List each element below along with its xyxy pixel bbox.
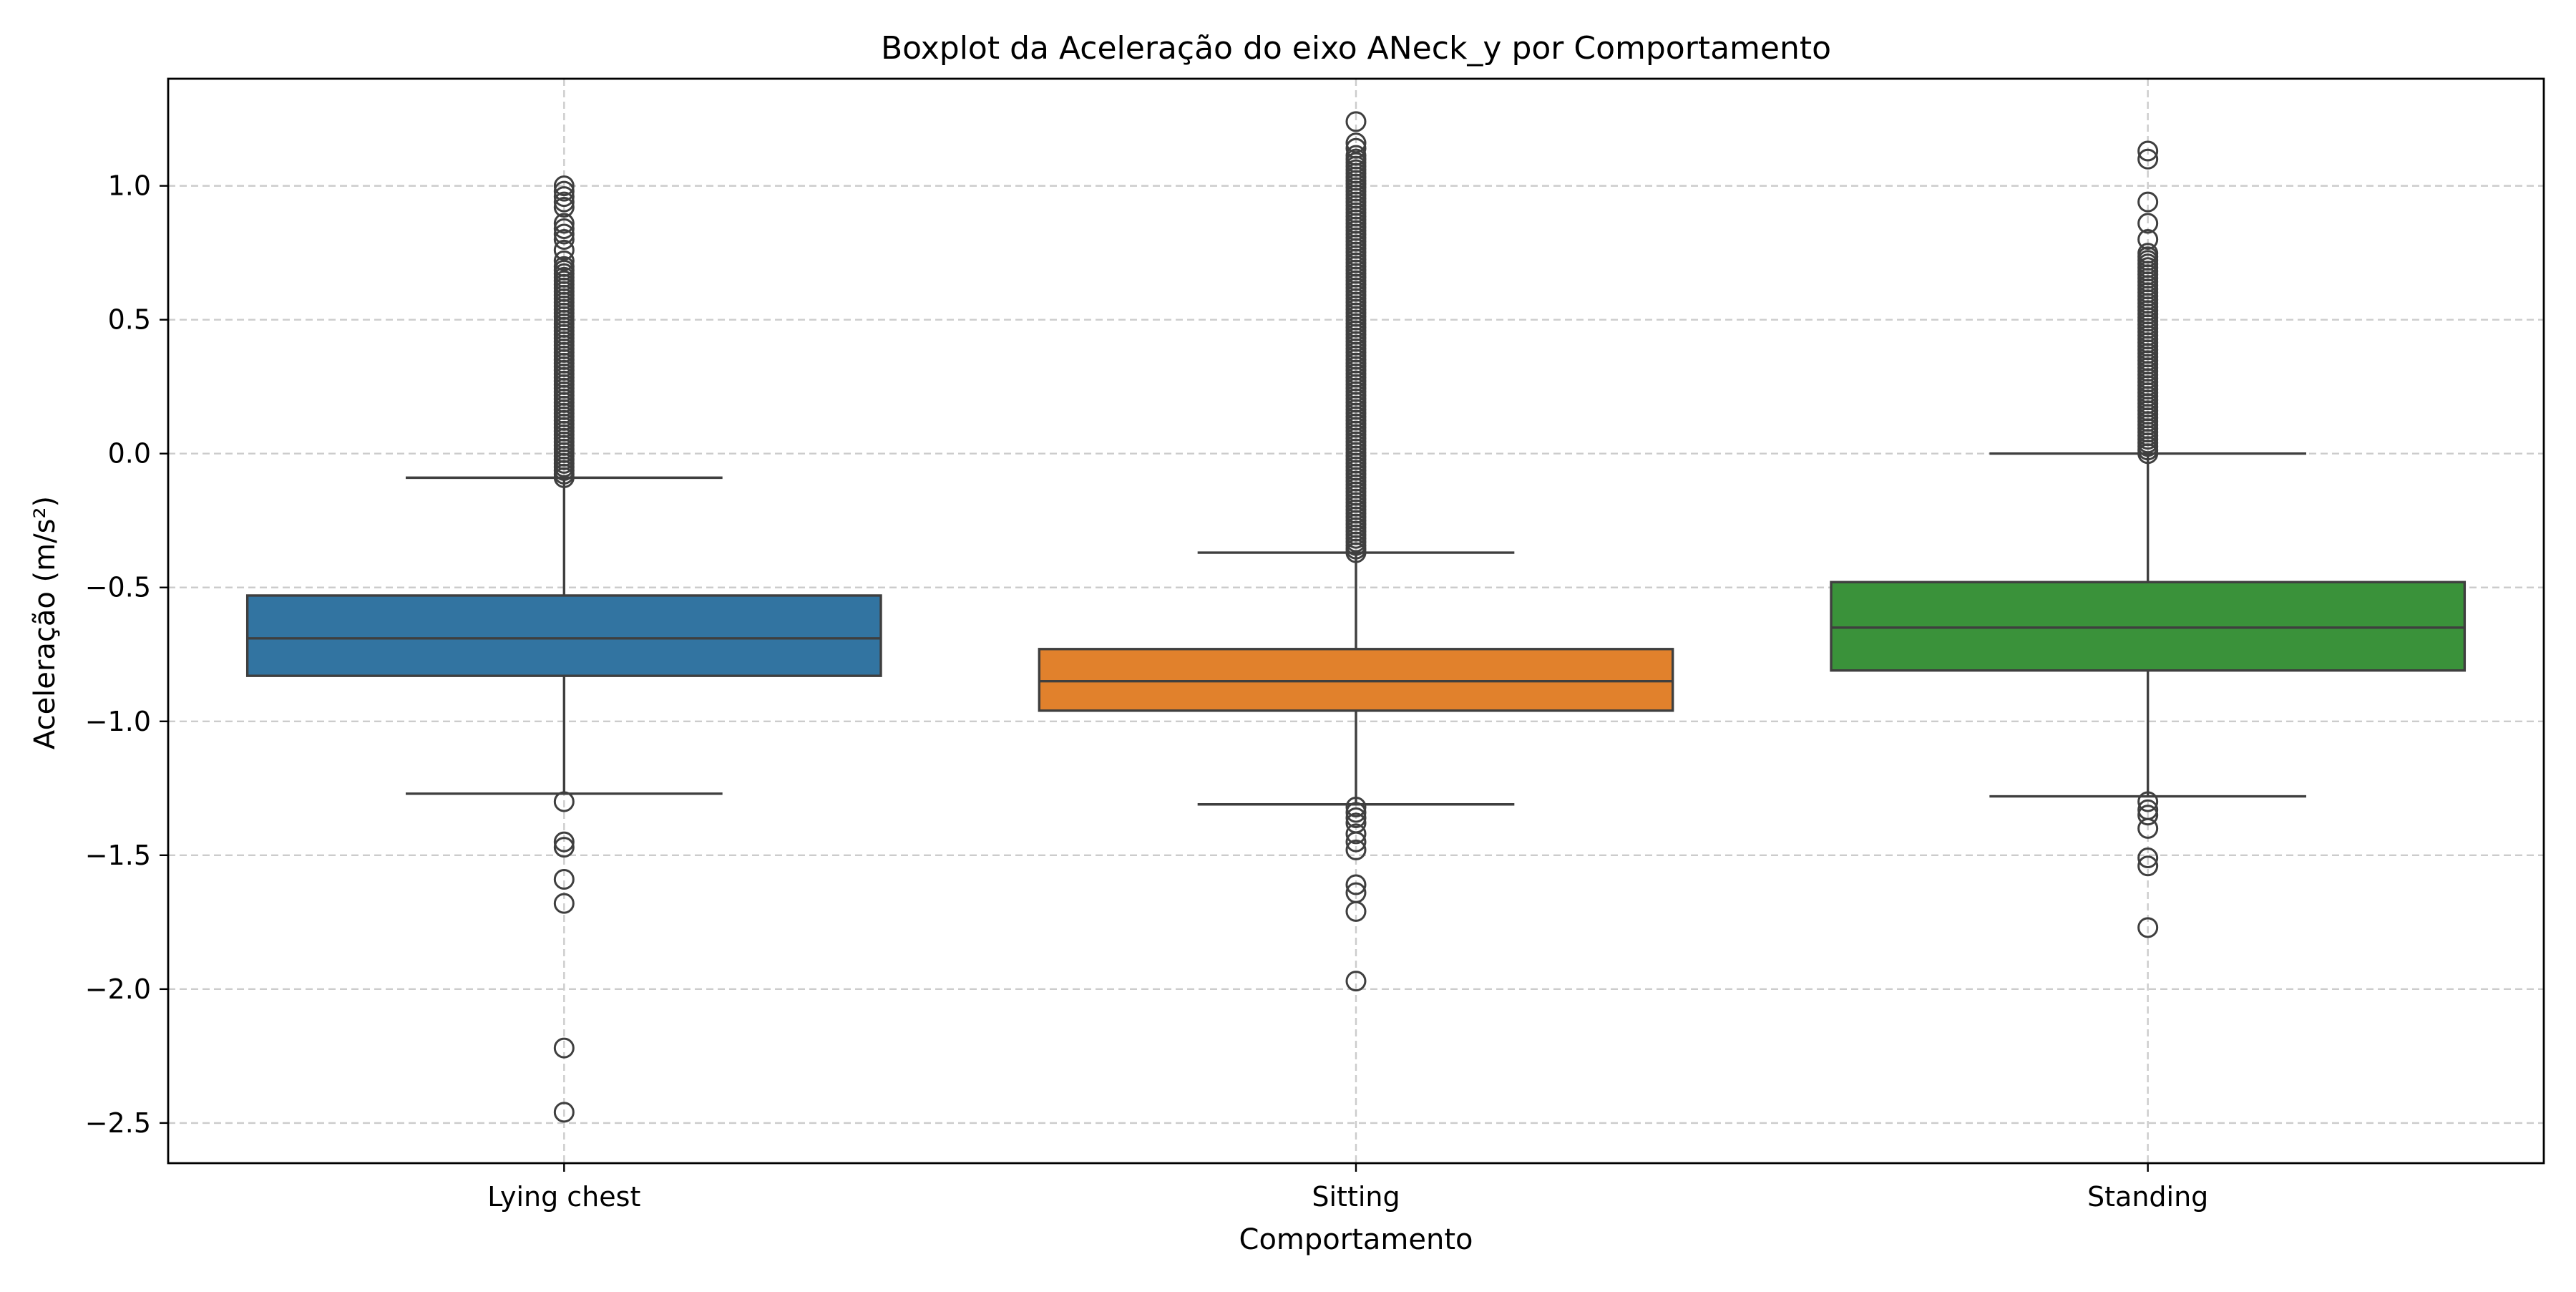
outlier-point — [2137, 148, 2159, 170]
outlier-point — [1345, 823, 1367, 845]
outlier-point — [2137, 917, 2159, 938]
outlier-point — [553, 250, 575, 271]
y-tick-label: −2.5 — [85, 1107, 151, 1139]
outlier-point — [2137, 805, 2159, 826]
outlier-point — [553, 197, 575, 218]
x-axis-label: Comportamento — [1239, 1223, 1473, 1256]
box-group-standing — [1830, 452, 2467, 798]
box-group-sitting — [1038, 551, 1674, 806]
box — [1038, 648, 1674, 712]
outlier-point — [1345, 831, 1367, 853]
outlier-point — [1345, 145, 1367, 166]
y-tick-label: 0.5 — [108, 304, 151, 336]
outlier-point — [553, 191, 575, 213]
box-group-lying-chest — [245, 476, 882, 795]
y-tick-label: −2.0 — [85, 973, 151, 1005]
box — [1830, 581, 2467, 672]
outlier-point — [553, 791, 575, 812]
outlier-point — [2137, 191, 2159, 213]
y-tick-label: −1.0 — [85, 706, 151, 737]
outlier-point — [2137, 243, 2159, 264]
outlier-point — [1345, 111, 1367, 132]
outlier-point — [553, 228, 575, 250]
outlier-point — [2137, 847, 2159, 869]
outlier-point — [553, 213, 575, 234]
outlier-point — [1345, 802, 1367, 823]
outliers-standing — [2137, 140, 2159, 938]
outlier-point — [1345, 874, 1367, 895]
outlier-point — [2137, 817, 2159, 839]
y-tick-label: 0.0 — [108, 438, 151, 470]
x-tick-label: Sitting — [1312, 1181, 1400, 1213]
outlier-point — [553, 837, 575, 858]
y-axis-label: Aceleração (m/s²) — [29, 496, 62, 749]
outlier-point — [553, 175, 575, 197]
outlier-point — [553, 1037, 575, 1059]
outlier-point — [1345, 971, 1367, 992]
outlier-point — [2137, 228, 2159, 250]
outlier-point — [553, 239, 575, 261]
chart-title: Boxplot da Aceleração do eixo ANeck_y po… — [881, 30, 1831, 67]
outlier-point — [2137, 140, 2159, 162]
outlier-point — [2137, 855, 2159, 877]
outliers-lying-chest — [553, 175, 575, 1123]
outlier-point — [1345, 796, 1367, 817]
x-tick-label: Lying chest — [487, 1181, 640, 1213]
outlier-point — [553, 831, 575, 853]
outlier-point — [553, 186, 575, 208]
outlier-point — [553, 256, 575, 277]
outlier-point — [1345, 900, 1367, 922]
outlier-point — [1345, 807, 1367, 828]
outlier-point — [2137, 213, 2159, 234]
box-layer — [245, 452, 2467, 806]
outliers-sitting — [1345, 111, 1367, 992]
outlier-point — [553, 1102, 575, 1123]
outlier-point — [553, 893, 575, 914]
outlier-point — [1345, 137, 1367, 159]
outlier-point — [553, 218, 575, 239]
y-tick-label: −0.5 — [85, 572, 151, 603]
outlier-point — [553, 868, 575, 890]
outlier-point — [1345, 132, 1367, 154]
outlier-point — [553, 180, 575, 202]
outlier-point — [553, 223, 575, 245]
outlier-layer — [553, 111, 2159, 1123]
x-tick-label: Standing — [2087, 1181, 2208, 1213]
outlier-point — [1345, 839, 1367, 860]
box — [245, 594, 882, 677]
y-tick-label: −1.5 — [85, 840, 151, 871]
outlier-point — [2137, 791, 2159, 812]
tick-layer: 1.0 0.5 0.0 −0.5 −1.0 −1.5 −2.0 −2.5 Lying chest… — [85, 170, 2209, 1213]
y-tick-label: 1.0 — [108, 170, 151, 202]
